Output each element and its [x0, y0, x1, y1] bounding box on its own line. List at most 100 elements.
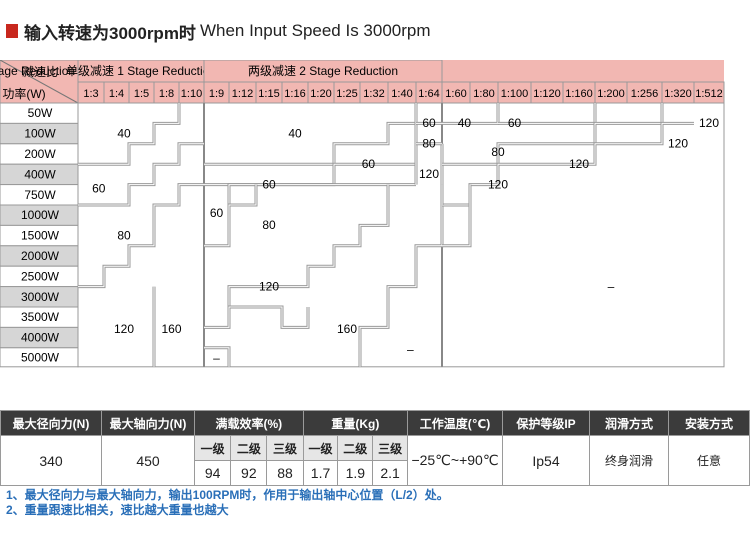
- ratio-label: 1:16: [284, 88, 305, 100]
- power-label: 50W: [28, 106, 53, 120]
- stage1-boundary-60-inner: [78, 143, 204, 206]
- region-value-label: –: [608, 279, 615, 293]
- stage2-boundary-160-inner: [359, 143, 443, 367]
- stage2-boundary-80-inner: [228, 184, 389, 307]
- ratio-label: 1:8: [159, 88, 174, 100]
- title-marker-icon: [6, 24, 18, 38]
- power-label: 5000W: [21, 350, 60, 364]
- efficiency-stage-3: 三级: [266, 435, 304, 461]
- weight-stage-1: 一级: [302, 435, 339, 461]
- region-value-label: 120: [569, 157, 589, 171]
- title-zh: 输入转速为3000rpm时: [24, 23, 196, 43]
- stage-header-label: 三级减速 3 Stage Reduction: [0, 64, 75, 78]
- note-1: 1、最大径向力与最大轴向力，输出100RPM时，作用于输出轴中心位置（L/2）处…: [6, 488, 449, 502]
- region-value-label: 40: [117, 126, 131, 140]
- efficiency-value-1: 94: [193, 460, 232, 486]
- ratio-label: 1:80: [473, 88, 494, 100]
- stage2-boundary-120-inner: [204, 306, 309, 328]
- header-protection: 保护等级IP: [502, 410, 590, 436]
- weight-stage-3: 三级: [372, 435, 408, 461]
- temperature-value: −25℃~+90℃: [407, 435, 503, 486]
- region-value-label: 60: [362, 157, 376, 171]
- region-value-label: 160: [161, 322, 181, 336]
- stage3-boundary-dash-inner: [442, 184, 471, 247]
- region-value-label: 120: [668, 137, 688, 151]
- ratio-label: 1:4: [109, 88, 124, 100]
- ratio-label: 1:20: [310, 88, 331, 100]
- power-label: 1000W: [21, 208, 60, 222]
- region-value-label: 60: [262, 177, 276, 191]
- ratio-label: 1:320: [664, 88, 692, 100]
- ratio-label: 1:9: [209, 88, 224, 100]
- ratio-label: 1:200: [597, 88, 625, 100]
- region-value-label: 40: [288, 126, 302, 140]
- ratio-label: 1:12: [232, 88, 253, 100]
- ratio-label: 1:256: [631, 88, 659, 100]
- region-value-label: 60: [422, 116, 436, 130]
- efficiency-stage-2: 二级: [230, 435, 268, 461]
- ratio-label: 1:5: [134, 88, 149, 100]
- stage-header-label: 单级减速 1 Stage Reduction: [66, 64, 216, 78]
- mounting-value: 任意: [668, 435, 750, 486]
- notes: 1、最大径向力与最大轴向力，输出100RPM时，作用于输出轴中心位置（L/2）处…: [6, 488, 449, 518]
- region-value-label: 80: [262, 218, 276, 232]
- header-temperature: 工作温度(℃): [407, 410, 503, 436]
- region-value-label: 120: [488, 177, 508, 191]
- radial-force-value: 340: [0, 435, 102, 486]
- page-title: 输入转速为3000rpm时 When Input Speed Is 3000rp…: [6, 20, 431, 43]
- power-label: 3500W: [21, 310, 60, 324]
- spec-table: 最大径向力(N) 最大轴向力(N) 满载效率(%) 重量(Kg) 工作温度(℃)…: [0, 410, 750, 486]
- power-label: 4000W: [21, 331, 60, 345]
- region-value-label: 60: [210, 206, 224, 220]
- power-label: 750W: [24, 188, 56, 202]
- ratio-label: 1:10: [181, 88, 202, 100]
- efficiency-value-2: 92: [230, 460, 268, 486]
- corner-ratio-label: 减速比: [22, 65, 58, 79]
- power-label: 1500W: [21, 229, 60, 243]
- ratio-label: 1:32: [363, 88, 384, 100]
- power-label: 3000W: [21, 290, 60, 304]
- stage2-boundary-40-inner: [204, 122, 416, 165]
- weight-value-3: 2.1: [372, 460, 408, 486]
- efficiency-value-3: 88: [266, 460, 304, 486]
- region-value-label: 80: [491, 145, 505, 159]
- stage2-boundary-dash-inner: [204, 347, 230, 367]
- region-value-label: 160: [337, 322, 357, 336]
- region-value-label: 80: [422, 137, 436, 151]
- ratio-label: 1:25: [336, 88, 357, 100]
- axial-force-value: 450: [101, 435, 195, 486]
- region-value-label: 120: [419, 167, 439, 181]
- weight-value-1: 1.7: [302, 460, 339, 486]
- power-label: 2000W: [21, 249, 60, 263]
- note-2: 2、重量跟速比相关，速比越大重量也越大: [6, 503, 229, 517]
- header-lubrication: 润滑方式: [589, 410, 669, 436]
- stage1-boundary-80-inner: [78, 184, 204, 288]
- corner-diagonal: [0, 60, 79, 104]
- power-label: 400W: [24, 167, 56, 181]
- ratio-label: 1:160: [565, 88, 593, 100]
- header-weight: 重量(Kg): [302, 410, 409, 436]
- header-efficiency: 满载效率(%): [194, 410, 304, 436]
- region-value-label: 80: [117, 228, 131, 242]
- region-value-label: 60: [92, 181, 106, 195]
- matrix-body: [77, 102, 725, 368]
- lubrication-value: 终身润滑: [589, 435, 669, 486]
- ratio-label: 1:100: [501, 88, 529, 100]
- weight-stage-2: 二级: [337, 435, 374, 461]
- region-value-label: –: [407, 343, 414, 357]
- region-value-label: 120: [114, 322, 134, 336]
- power-label: 200W: [24, 147, 56, 161]
- corner-power-label: 功率(W): [2, 86, 45, 101]
- header-axial-force: 最大轴向力(N): [101, 410, 195, 436]
- power-label: 100W: [24, 127, 56, 141]
- ratio-label: 1:64: [418, 88, 439, 100]
- stage2-boundary-60b-inner: [228, 184, 416, 205]
- weight-value-2: 1.9: [337, 460, 374, 486]
- header-radial-force: 最大径向力(N): [0, 410, 102, 436]
- region-value-label: 40: [458, 116, 472, 130]
- title-en: When Input Speed Is 3000rpm: [199, 21, 431, 40]
- ratio-label: 1:120: [533, 88, 561, 100]
- stage-header-label: 两级减速 2 Stage Reduction: [248, 64, 398, 78]
- region-value-label: 120: [699, 116, 719, 130]
